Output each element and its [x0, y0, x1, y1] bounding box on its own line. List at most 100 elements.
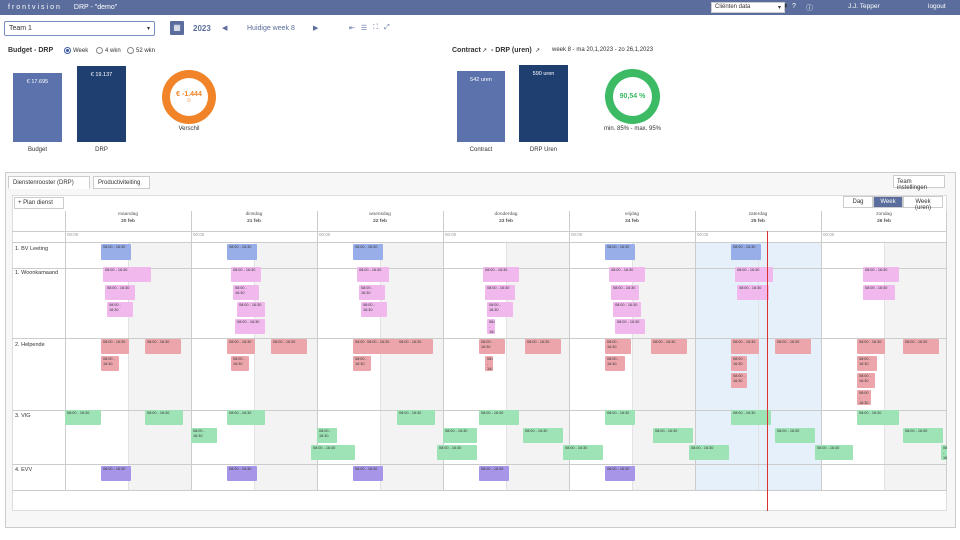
shift-block[interactable]: 08:00 - 16:30	[857, 373, 875, 388]
shift-block[interactable]: 08:00 - 16:30	[863, 267, 899, 282]
shift-block[interactable]: 08:00 - 16:30	[479, 339, 505, 354]
shift-block[interactable]: 08:00 - 16:30	[317, 428, 337, 443]
shift-block[interactable]: 08:00 - 16:30	[359, 285, 385, 300]
shift-block[interactable]: 08:00 - 16:30	[227, 466, 257, 481]
shift-block[interactable]: 08:00 - 16:30	[731, 339, 759, 354]
shift-block[interactable]: 08:00 - 16:30	[443, 428, 477, 443]
external-link-icon[interactable]: ↗	[482, 48, 488, 54]
shift-block[interactable]: 08:00 - 16:30	[605, 410, 635, 425]
shift-block[interactable]: 08:00 - 16:30	[101, 339, 129, 354]
tab-dienstenrooster[interactable]: Dienstenrooster (DRP)	[8, 176, 90, 189]
shift-block[interactable]: 08:00 - 16:30	[105, 285, 135, 300]
shift-block[interactable]: 08:00 - 16:30	[145, 339, 181, 354]
shift-block[interactable]: 08:00 - 16:30	[731, 373, 747, 388]
shift-block[interactable]: 08:00 - 16:30	[525, 339, 561, 354]
shift-block[interactable]: 08:00 - 16:30	[863, 285, 895, 300]
shift-block[interactable]: 08:00 - 16:30	[523, 428, 563, 443]
help-icon[interactable]: ?	[792, 3, 796, 10]
shift-block[interactable]: 08:00 - 16:30	[437, 445, 477, 460]
shift-block[interactable]: 08:00 - 16:30	[605, 339, 631, 354]
shift-block[interactable]: 08:00 - 16:30	[651, 339, 687, 354]
shift-block[interactable]: 08:00 - 16:30	[563, 445, 603, 460]
shift-block[interactable]: 08:00 - 16:30	[609, 267, 645, 282]
shift-block[interactable]: 08:00 - 16:30	[487, 302, 513, 317]
external-link-icon[interactable]: ↗	[535, 48, 541, 54]
radio-52wkn[interactable]: 52 wkn	[127, 47, 155, 54]
shift-block[interactable]: 08:00 - 16:30	[735, 267, 773, 282]
shift-block[interactable]: 08:00 - 16:30	[479, 410, 519, 425]
shift-block[interactable]: 08:00 - 16:30	[353, 244, 383, 260]
shift-block[interactable]: 08:00 - 16:30	[615, 319, 645, 334]
shift-block[interactable]: 08:00 - 16:30	[397, 410, 435, 425]
shift-block[interactable]: 08:00 - 16:30	[605, 466, 635, 481]
shift-block[interactable]: 08:00 - 16:30	[731, 244, 761, 260]
shift-block[interactable]: 08:00 - 16:30	[231, 356, 249, 371]
shift-block[interactable]: 08:00 - 16:30	[815, 445, 853, 460]
shift-block[interactable]: 08:00 - 16:30	[857, 390, 871, 405]
shift-block[interactable]: 08:00 - 16:30	[689, 445, 729, 460]
shift-block[interactable]: 08:00 - 16:30	[311, 445, 351, 460]
next-week-button[interactable]: ▶	[313, 25, 319, 32]
shift-block[interactable]: 08:00 - 16:30	[737, 285, 769, 300]
add-shift-button[interactable]: + Plan dienst	[14, 197, 64, 209]
view-week-hours-button[interactable]: Week (uren)	[903, 196, 943, 211]
fullscreen-icon[interactable]: ⛶	[373, 24, 379, 31]
logout-link[interactable]: logout	[928, 3, 946, 10]
view-week-button[interactable]: Week	[873, 196, 903, 208]
shift-block[interactable]: 08:00 - 16:30	[857, 356, 877, 371]
team-settings-button[interactable]: Team instellingen	[893, 175, 945, 191]
shift-block[interactable]: 08:00 - 16:30	[857, 339, 885, 354]
tab-productiviteit[interactable]: Productiviteiting	[93, 176, 150, 189]
shift-block[interactable]: 08:00 - 16:30	[227, 244, 257, 260]
shift-block[interactable]: 08:00 - 16:30	[903, 428, 943, 443]
shift-block[interactable]: 08:00 - 16:30	[227, 339, 255, 354]
shift-block[interactable]: 08:00 - 16:30	[145, 410, 183, 425]
shift-block[interactable]: 08:00 - 16:30	[101, 244, 131, 260]
shift-block[interactable]: 08:00 - 16:30	[107, 302, 133, 317]
shift-block[interactable]: 08:00 - 16:30	[653, 428, 693, 443]
shift-block[interactable]: 08:00 - 16:30	[941, 445, 947, 460]
shift-block[interactable]: 08:00 - 16:30	[611, 285, 639, 300]
shift-block[interactable]: 08:00 - 16:30	[479, 466, 509, 481]
shift-block[interactable]: 08:00 - 16:30	[903, 339, 939, 354]
shift-block[interactable]: 08:00 - 16:30	[353, 466, 383, 481]
shift-block[interactable]: 08:00 - 16:30	[485, 356, 493, 371]
shift-block[interactable]: 08:00 - 16:30	[237, 302, 265, 317]
list-icon[interactable]: ☰	[360, 25, 368, 32]
shift-block[interactable]: 08:00 - 16:30	[101, 356, 119, 371]
shift-block[interactable]: 08:00 - 16:30	[613, 302, 641, 317]
shift-block[interactable]: 08:00 - 16:30	[227, 410, 265, 425]
radio-4wkn[interactable]: 4 wkn	[96, 47, 121, 54]
shift-block[interactable]: 08:00 - 16:30	[487, 319, 495, 334]
shift-block[interactable]: 08:00 - 16:30	[483, 267, 519, 282]
shift-block[interactable]: 08:00 - 16:30	[397, 339, 433, 354]
calendar-icon[interactable]: ▦	[170, 21, 184, 35]
data-select[interactable]: Cliënten data ▾	[711, 2, 785, 13]
shift-block[interactable]: 08:00 - 16:30	[231, 267, 261, 282]
shift-block[interactable]: 08:00 - 16:30	[191, 428, 217, 443]
prev-week-button[interactable]: ◀	[222, 25, 228, 32]
shift-block[interactable]: 08:00 - 16:30	[103, 267, 151, 282]
shift-block[interactable]: 08:00 - 16:30	[235, 319, 265, 334]
shift-block[interactable]: 08:00 - 16:30	[775, 428, 815, 443]
shift-block[interactable]: 08:00 - 16:30	[605, 356, 625, 371]
shift-block[interactable]: 08:00 - 16:30	[357, 267, 389, 282]
shift-block[interactable]: 08:00 - 16:30	[65, 410, 101, 425]
shift-block[interactable]: 08:00 - 16:30	[775, 339, 811, 354]
shift-block[interactable]: 08:00 - 16:30	[271, 339, 307, 354]
view-day-button[interactable]: Dag	[843, 196, 873, 208]
team-select[interactable]: Team 1 ▾	[4, 21, 155, 36]
expand-icon[interactable]: ⤢	[384, 24, 390, 31]
shift-block[interactable]: 08:00 - 16:30	[101, 466, 131, 481]
shift-block[interactable]: 08:00 - 16:30	[233, 285, 259, 300]
shift-block[interactable]: 08:00 - 16:30	[605, 244, 635, 260]
shift-block[interactable]: 08:00 - 16:30	[365, 339, 405, 354]
shift-block[interactable]: 08:00 - 16:30	[857, 410, 899, 425]
info-icon[interactable]: ⓘ	[806, 5, 813, 12]
shift-block[interactable]: 08:00 - 16:30	[361, 302, 387, 317]
shift-block[interactable]: 08:00 - 16:30	[353, 356, 371, 371]
collapse-icon[interactable]: ⇤	[349, 25, 355, 32]
shift-block[interactable]: 08:00 - 16:30	[731, 356, 747, 371]
shift-block[interactable]: 08:00 - 16:30	[485, 285, 515, 300]
user-name[interactable]: J.J. Tepper	[848, 3, 880, 10]
